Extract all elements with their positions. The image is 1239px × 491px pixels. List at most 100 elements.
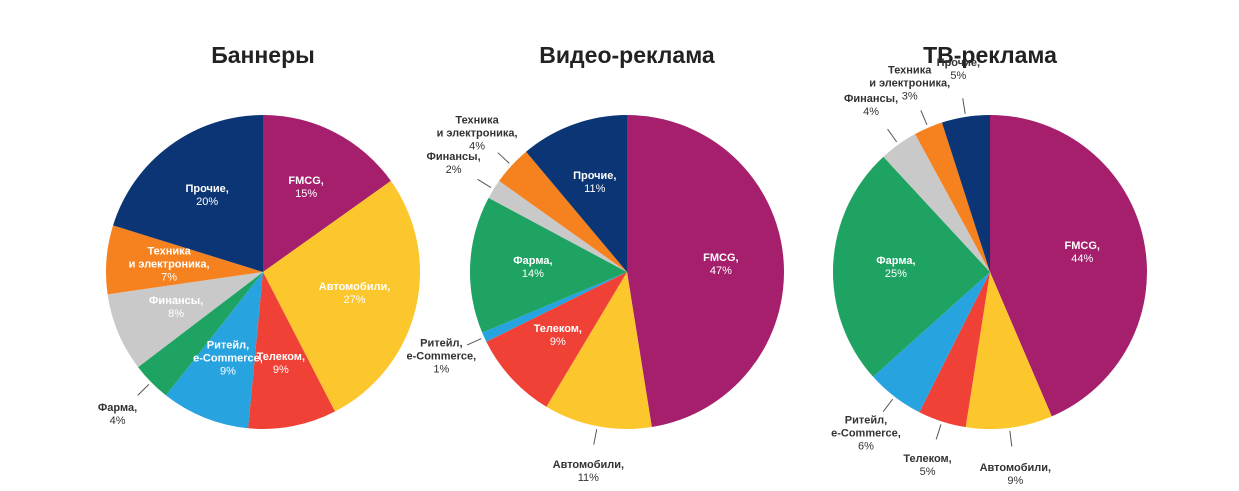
category-label: Автомобили,	[552, 459, 625, 472]
leader-line	[882, 398, 894, 412]
leader-line	[497, 152, 510, 164]
value-label: 8%	[168, 308, 185, 321]
slice-label: FMCG, 15%	[288, 175, 323, 201]
slice-label: Финансы, 4%	[844, 93, 898, 119]
pie-slice	[470, 197, 627, 333]
category-label: Прочие,	[573, 170, 617, 183]
value-label: 4%	[863, 106, 880, 119]
pie-slice	[107, 272, 264, 368]
category-label: Техника и электроника,	[128, 245, 210, 271]
pie-slice	[941, 115, 990, 272]
value-label: 2%	[445, 164, 462, 177]
value-label: 20%	[196, 196, 219, 209]
value-label: 1%	[433, 363, 450, 376]
category-label: Прочие,	[185, 183, 229, 196]
slice-label: Ритейл, e-Commerce, 1%	[406, 337, 476, 376]
slice-label: Фарма, 14%	[513, 255, 552, 281]
slice-label: Техника и электроника, 4%	[437, 114, 518, 153]
category-label: Финансы,	[426, 151, 481, 164]
slice-label: FMCG, 44%	[1065, 240, 1100, 266]
category-label: Фарма,	[97, 402, 138, 415]
category-label: Техника и электроника,	[869, 64, 951, 90]
category-label: Прочие,	[936, 57, 981, 70]
value-label: 11%	[577, 472, 599, 485]
leader-line	[593, 429, 598, 445]
category-label: Телеком,	[256, 351, 306, 364]
slice-label: Телеком, 9%	[257, 351, 305, 377]
value-label: 6%	[857, 440, 874, 453]
pie-slice	[113, 115, 263, 272]
category-label: Финансы,	[149, 295, 204, 308]
value-label: 9%	[1007, 474, 1024, 487]
chart-title: ТВ-реклама	[923, 42, 1057, 68]
pie-slice	[165, 272, 263, 429]
value-label: 5%	[919, 466, 936, 479]
category-label: Техника и электроника,	[436, 114, 518, 140]
category-label: FMCG,	[1064, 240, 1101, 253]
category-label: Телеком,	[533, 322, 582, 335]
category-label: Финансы,	[844, 93, 899, 106]
slice-label: Фарма, 25%	[876, 255, 915, 281]
value-label: 3%	[901, 90, 918, 103]
slice-label: FMCG, 47%	[703, 252, 738, 278]
leader-line	[962, 98, 966, 114]
slice-label: Финансы, 8%	[149, 295, 203, 321]
pie-slice	[526, 115, 627, 272]
leader-line	[466, 338, 482, 346]
value-label: 5%	[950, 70, 967, 83]
pie-slice	[138, 272, 263, 396]
value-label: 27%	[343, 294, 366, 307]
leader-line	[920, 110, 928, 125]
slice-label: Прочие, 11%	[573, 170, 616, 196]
chart-title: Видео-реклама	[539, 42, 715, 68]
value-label: 4%	[469, 140, 486, 153]
pie-slice	[248, 272, 335, 429]
leader-line	[137, 383, 150, 396]
value-label: 25%	[884, 267, 907, 280]
leader-line	[887, 128, 898, 143]
value-label: 4%	[109, 415, 126, 428]
value-label: 7%	[161, 271, 178, 284]
value-label: 9%	[272, 364, 289, 377]
pie-slice	[499, 151, 627, 272]
pie-slice	[482, 272, 627, 342]
value-label: 9%	[220, 365, 236, 378]
pie-slice	[627, 115, 784, 428]
category-label: FMCG,	[703, 251, 739, 264]
pie-slice	[990, 115, 1147, 417]
pie-slice	[546, 272, 652, 429]
slice-label: Фарма, 4%	[98, 402, 137, 428]
category-label: Автомобили,	[979, 461, 1052, 474]
slice-label: Автомобили, 27%	[319, 281, 390, 307]
pie-slice	[915, 122, 990, 273]
pie-slice	[105, 225, 263, 295]
slice-label: Телеком, 9%	[534, 323, 582, 349]
leader-line	[477, 178, 492, 188]
slice-label: Автомобили, 11%	[553, 459, 624, 485]
slice-label: Прочие, 20%	[185, 183, 228, 209]
category-label: Ритейл, e-Commerce,	[831, 414, 901, 440]
category-label: Ритейл, e-Commerce,	[406, 337, 477, 363]
leader-line	[935, 424, 942, 440]
pie-slice	[486, 272, 627, 407]
slice-label: Техника и электроника, 3%	[869, 65, 950, 104]
value-label: 11%	[584, 183, 606, 196]
pie-slice	[263, 115, 391, 272]
pie-slice	[883, 134, 990, 272]
slice-label: Ритейл, e-Commerce, 9%	[193, 340, 263, 379]
leader-line	[1009, 430, 1013, 447]
slice-label: Телеком, 5%	[903, 453, 951, 479]
pie-slice	[919, 272, 990, 428]
pie-slice	[873, 272, 990, 413]
value-label: 15%	[295, 188, 318, 201]
category-label: Телеком,	[903, 453, 952, 466]
pie-slice	[965, 272, 1052, 429]
slice-label: Автомобили, 9%	[980, 462, 1051, 488]
category-label: FMCG,	[288, 175, 324, 188]
category-label: Фарма,	[513, 254, 553, 267]
slice-label: Ритейл, e-Commerce, 6%	[831, 415, 901, 454]
category-label: Автомобили,	[318, 281, 391, 294]
pie-slice	[832, 156, 990, 377]
chart-title: Баннеры	[211, 42, 315, 68]
